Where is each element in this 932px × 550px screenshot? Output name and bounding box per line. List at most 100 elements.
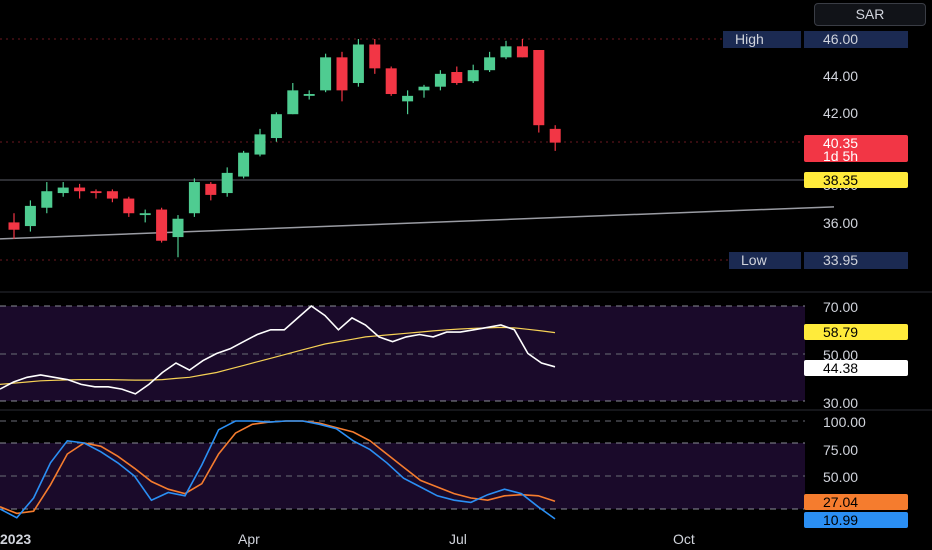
time-label-2023: 2023: [0, 531, 31, 547]
candle: [221, 167, 233, 197]
symbol-button[interactable]: SAR: [814, 3, 926, 26]
candle: [287, 83, 299, 115]
rsi-value-tag: [804, 360, 908, 376]
candle-body: [287, 90, 299, 115]
candle-body: [303, 94, 315, 96]
candle-body: [418, 86, 430, 91]
price-tick-label: 36.00: [823, 215, 858, 231]
candle-body: [41, 191, 53, 208]
candle: [336, 51, 348, 102]
candle: [549, 125, 561, 151]
candle: [467, 64, 479, 84]
rsi-tick-label: 70.00: [823, 299, 858, 315]
candle-body: [172, 218, 184, 238]
time-label-apr: Apr: [238, 531, 260, 547]
candle: [238, 150, 250, 179]
candle-body: [188, 182, 200, 214]
candle: [139, 209, 151, 223]
rsi-line: [0, 304, 556, 395]
candles: [8, 39, 561, 258]
price-tick-label: 44.00: [823, 68, 858, 84]
low-value: 33.95: [823, 252, 858, 268]
candle-body: [139, 213, 151, 216]
last-price-tag: [804, 135, 908, 162]
candle-body: [451, 72, 463, 84]
stoch-d-value: 27.04: [823, 494, 858, 510]
candle-body: [254, 134, 266, 155]
candle-body: [238, 152, 250, 177]
candle: [516, 39, 528, 58]
time-label-oct: Oct: [673, 531, 695, 547]
stoch-d-tag: [804, 494, 908, 510]
stochastic-axis[interactable]: 100.00 75.00 50.00 27.04 10.99: [804, 414, 908, 528]
candle: [352, 39, 364, 87]
low-value-tag: [804, 252, 908, 269]
candle: [451, 66, 463, 85]
price-axis[interactable]: 44.00 42.00 36.00 38.00 High 46.00 40.35…: [723, 31, 908, 269]
rsi-ma-tag: [804, 324, 908, 340]
candle: [156, 207, 168, 243]
candle-body: [516, 46, 528, 58]
candle-body: [549, 128, 561, 143]
candle-body: [385, 68, 397, 95]
stoch-tick-label: 75.00: [823, 442, 858, 458]
stochastic-panel[interactable]: [0, 420, 805, 520]
stoch-k-tag: [804, 512, 908, 528]
stoch-tick-label: 50.00: [823, 469, 858, 485]
candle-body: [24, 205, 36, 227]
candle: [254, 128, 266, 157]
price-tick-label: 42.00: [823, 105, 858, 121]
candle-body: [270, 114, 282, 139]
time-axis[interactable]: 2023 Apr Jul Oct: [0, 531, 695, 547]
sar-value: 38.35: [823, 172, 858, 188]
trendline[interactable]: [0, 206, 835, 240]
candle: [41, 182, 53, 214]
price-panel[interactable]: [0, 38, 835, 261]
candle: [402, 90, 414, 115]
rsi-tick-label: 50.00: [823, 347, 858, 363]
high-value: 46.00: [823, 31, 858, 47]
stoch-k-line: [0, 420, 556, 520]
rsi-tick-label: 30.00: [823, 395, 858, 411]
candle: [320, 53, 332, 93]
high-value-tag: [804, 31, 908, 48]
candle: [533, 50, 545, 133]
rsi-axis[interactable]: 70.00 58.79 50.00 44.38 30.00: [804, 299, 908, 411]
candle: [90, 189, 102, 199]
candle-body: [156, 209, 168, 241]
time-label-jul: Jul: [449, 531, 467, 547]
candle-body: [221, 172, 233, 194]
candle-body: [336, 57, 348, 91]
rsi-ma-line: [0, 326, 556, 385]
candle-body: [434, 73, 446, 87]
candle-body: [533, 50, 545, 126]
stoch-k-value: 10.99: [823, 512, 858, 528]
rsi-value: 44.38: [823, 360, 858, 376]
candle: [500, 40, 512, 60]
candle-body: [484, 57, 496, 71]
candle-body: [106, 191, 118, 199]
candle-body: [467, 70, 479, 82]
candle: [106, 189, 118, 203]
candle: [123, 196, 135, 217]
candle-body: [57, 187, 69, 194]
candle: [74, 183, 86, 199]
candle: [188, 178, 200, 217]
candle-body: [123, 198, 135, 214]
candle: [303, 90, 315, 100]
candle: [205, 182, 217, 201]
candle: [385, 66, 397, 96]
rsi-ma-value: 58.79: [823, 324, 858, 340]
candle-body: [320, 57, 332, 91]
candle: [24, 200, 36, 232]
stoch-tick-label: 100.00: [823, 414, 866, 430]
high-label-tag: [723, 31, 801, 48]
candle: [418, 84, 430, 98]
candle: [270, 112, 282, 142]
last-price-value: 40.35: [823, 135, 858, 151]
candle: [8, 213, 20, 239]
candle-body: [74, 187, 86, 192]
rsi-panel[interactable]: [0, 304, 805, 402]
candle: [484, 51, 496, 73]
